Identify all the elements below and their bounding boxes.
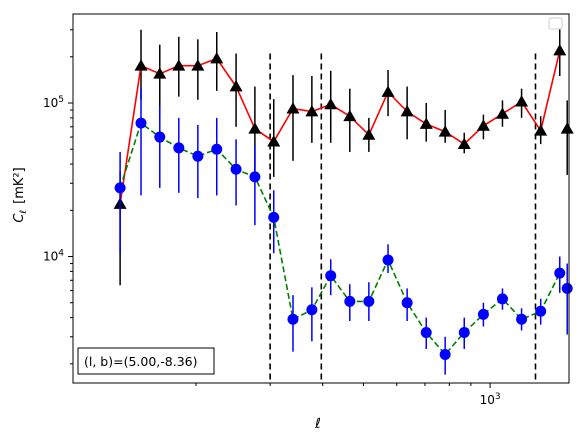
axes: 103 104 105 <box>43 13 570 407</box>
data-point <box>476 119 490 131</box>
x-axis-label: ℓ <box>314 416 321 432</box>
data-point <box>230 163 242 175</box>
data-point <box>401 297 413 309</box>
data-point <box>249 171 261 183</box>
data-point <box>248 122 262 134</box>
data-point <box>286 102 300 114</box>
data-point <box>438 125 452 137</box>
legend-box <box>548 17 563 30</box>
data-point <box>305 105 319 117</box>
data-point <box>229 80 243 92</box>
data-point <box>191 59 205 71</box>
data-point <box>287 313 299 325</box>
data-point <box>210 51 224 64</box>
data-point <box>439 349 451 361</box>
x-tick-label: 103 <box>480 392 501 407</box>
y-axis-label-unit: [mK²] <box>12 167 27 204</box>
annotation-box <box>77 347 215 375</box>
y-axis-label: Cℓ [mK²] <box>12 167 29 222</box>
data-point <box>535 305 547 317</box>
data-point <box>114 182 126 194</box>
data-point <box>560 122 574 134</box>
data-point <box>153 67 167 79</box>
data-point <box>268 211 280 223</box>
data-point <box>496 293 508 305</box>
annotation: (l, b)=(5.00,-8.36) <box>77 347 215 375</box>
y-tick-label: 104 <box>43 249 64 264</box>
data-point <box>211 143 223 155</box>
data-point <box>154 131 166 143</box>
data-point <box>515 95 529 107</box>
data-point <box>343 109 357 122</box>
data-point <box>457 137 471 149</box>
data-point <box>458 326 470 338</box>
data-point <box>420 326 432 338</box>
data-point <box>553 43 567 56</box>
legend <box>548 17 563 30</box>
data-point <box>306 304 318 316</box>
data-point <box>324 97 338 110</box>
data-point <box>554 267 566 279</box>
data-point <box>325 270 337 282</box>
data-point <box>267 135 281 147</box>
data-point <box>400 105 414 117</box>
data-point <box>561 282 573 294</box>
data-point <box>135 117 147 129</box>
data-point <box>344 295 356 307</box>
y-axis-label-subscript: ℓ <box>19 210 29 215</box>
annotation-text: (l, b)=(5.00,-8.36) <box>84 354 197 369</box>
axes-frame <box>72 13 570 384</box>
data-point <box>134 59 148 71</box>
data-point <box>382 254 394 266</box>
data-point <box>419 117 433 129</box>
y-tick-label: 105 <box>43 95 64 110</box>
data-point <box>363 295 375 307</box>
data-point <box>381 85 395 97</box>
data-point <box>362 128 376 140</box>
series-2 <box>114 88 573 375</box>
data-point <box>192 150 204 162</box>
data-point <box>477 308 489 320</box>
y-axis-label-symbol: C <box>12 213 27 223</box>
data-point <box>534 124 548 136</box>
plot-area <box>113 25 574 383</box>
data-point <box>495 107 509 119</box>
data-point <box>516 313 528 325</box>
series-1 <box>113 25 574 286</box>
data-point <box>173 142 185 154</box>
data-point <box>172 59 186 71</box>
